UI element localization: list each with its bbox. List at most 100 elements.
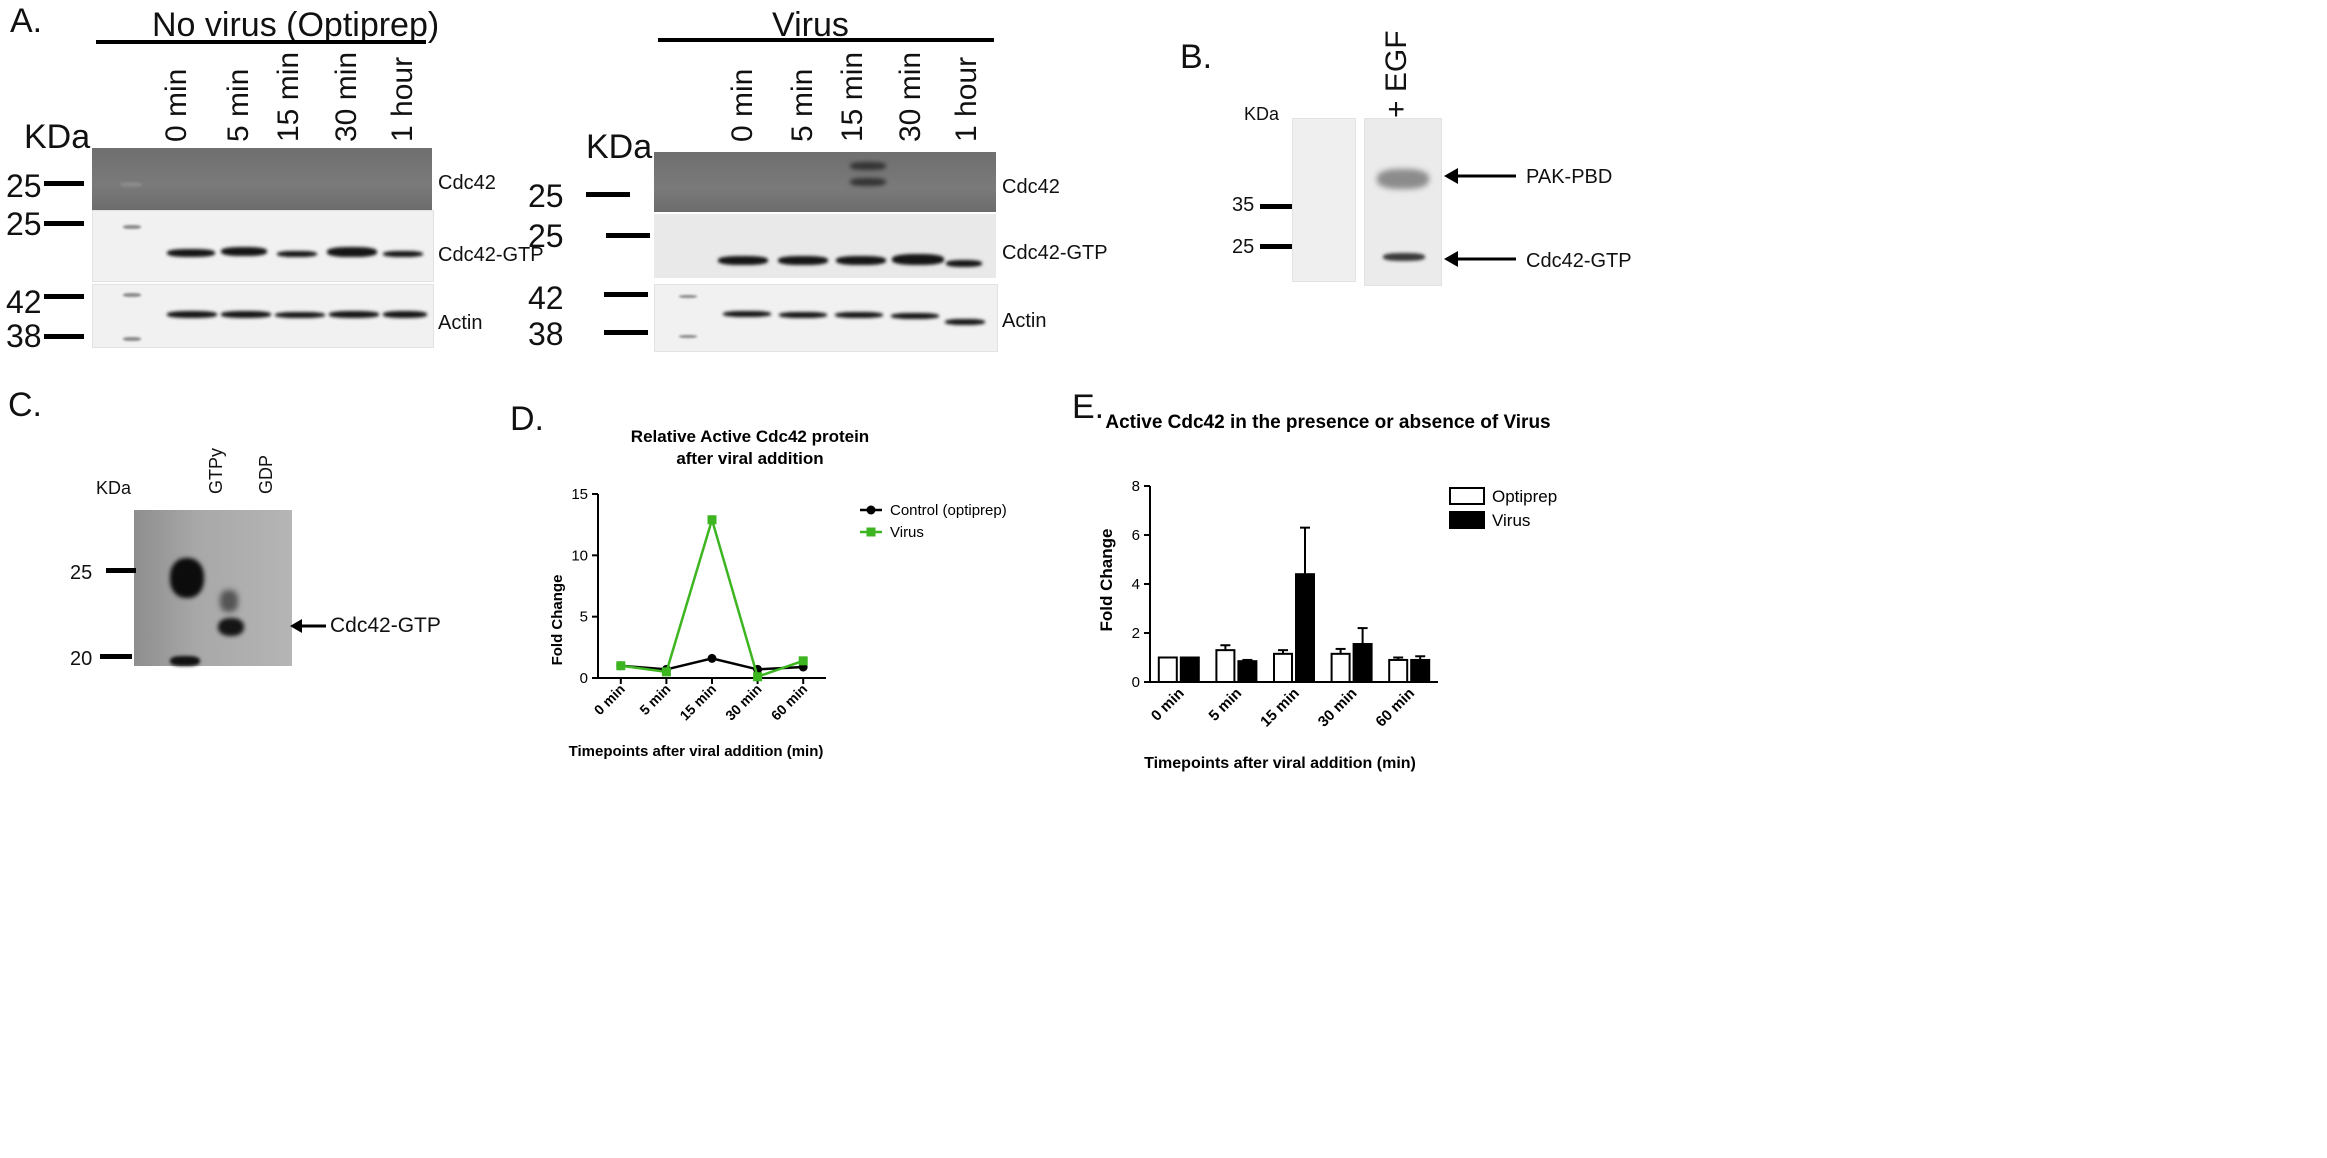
- x-tick-label: 15 min: [676, 681, 719, 724]
- band: [383, 311, 427, 318]
- band: [723, 311, 771, 317]
- band: [836, 256, 886, 265]
- y-tick-label: 4: [1132, 576, 1140, 593]
- bar: [1295, 573, 1315, 683]
- panel-a-right-gtp-blot: [654, 214, 996, 278]
- legend-swatch: [1449, 487, 1485, 505]
- marker-tick: [604, 292, 648, 297]
- band: [167, 311, 217, 318]
- panel-a-label: A.: [10, 2, 43, 40]
- lane-label: 15 min: [272, 51, 305, 142]
- panel-c-arrow: [290, 619, 326, 633]
- marker-tick: [100, 654, 132, 659]
- lane-label-gtpy: GTPy: [206, 447, 226, 494]
- band-cdc42-gtp: [1383, 253, 1425, 261]
- ladder-band: [120, 182, 142, 187]
- band: [275, 312, 325, 318]
- panel-d-label: D.: [510, 400, 544, 438]
- ladder-band: [123, 225, 141, 229]
- lane-label: 30 min: [330, 51, 363, 142]
- x-tick-label: 5 min: [636, 681, 673, 718]
- band-pak-pbd: [1377, 169, 1429, 189]
- band: [835, 312, 883, 318]
- panel-b-egf-lane: [1364, 118, 1442, 286]
- x-tick-label: 30 min: [1315, 685, 1361, 731]
- data-point: [707, 515, 717, 525]
- mw-marker: 25: [6, 168, 42, 204]
- panel-a-left-header-line: [96, 40, 426, 44]
- mw-marker: 35: [1232, 194, 1255, 216]
- data-point: [616, 661, 626, 671]
- legend-label: Control (optiprep): [890, 502, 1007, 519]
- marker-tick: [44, 181, 84, 186]
- data-point: [753, 672, 763, 682]
- y-tick-label: 10: [571, 547, 588, 564]
- y-axis-label: Fold Change: [1097, 529, 1116, 632]
- mw-marker: 25: [528, 218, 564, 254]
- x-tick-label: 0 min: [591, 681, 628, 718]
- arrow-head: [1444, 168, 1458, 184]
- lane-label: 0 min: [160, 68, 193, 142]
- mw-marker: 20: [70, 648, 93, 670]
- band: [850, 178, 886, 186]
- marker-tick: [606, 233, 650, 238]
- band: [167, 249, 215, 257]
- band: [850, 162, 886, 170]
- panel-a-left-actin-blot: [92, 284, 434, 348]
- band: [778, 256, 828, 265]
- mw-marker: 42: [6, 284, 42, 320]
- y-tick-label: 2: [1132, 625, 1140, 642]
- band-label-actin: Actin: [438, 312, 483, 334]
- mw-marker: 38: [528, 316, 564, 352]
- bar: [1273, 652, 1293, 684]
- band: [221, 311, 271, 318]
- y-tick-label: 5: [580, 609, 588, 626]
- band: [329, 311, 379, 318]
- y-tick-label: 6: [1132, 527, 1140, 544]
- band: [718, 256, 768, 265]
- band-label-cdc42: Cdc42: [1002, 176, 1060, 198]
- legend-marker: [866, 527, 876, 537]
- band-label-cdc42-gtp: Cdc42-GTP: [1002, 242, 1108, 264]
- x-axis-label: Timepoints after viral addition (min): [569, 743, 824, 760]
- lane-label: 0 min: [726, 68, 759, 142]
- bar: [1179, 656, 1200, 683]
- ladder-band: [123, 337, 141, 341]
- data-point: [798, 656, 808, 666]
- band: [945, 319, 985, 325]
- mw-marker: 25: [1232, 236, 1255, 258]
- lane-label: 30 min: [894, 51, 927, 142]
- series-line: [620, 515, 804, 679]
- lane-label-gdp: GDP: [256, 454, 276, 494]
- arrow-label-pak-pbd: PAK-PBD: [1526, 166, 1613, 188]
- bar: [1388, 658, 1409, 684]
- marker-tick: [1260, 204, 1292, 209]
- panel-a-left-gtp-blot: [92, 210, 434, 282]
- marker-tick: [604, 330, 648, 335]
- mw-marker: 42: [528, 280, 564, 316]
- x-tick-label: 5 min: [1205, 685, 1245, 725]
- data-point: [707, 653, 717, 663]
- panel-c-blot: [134, 510, 292, 666]
- arrow-head: [1444, 251, 1458, 267]
- x-tick-label: 15 min: [1257, 685, 1303, 731]
- y-tick-label: 8: [1132, 478, 1140, 495]
- panel-d-chart: Relative Active Cdc42 protein after vira…: [549, 427, 1007, 760]
- data-point: [661, 667, 671, 677]
- chart-title: after viral addition: [676, 449, 823, 468]
- panel-b-arrows: [1444, 168, 1516, 267]
- lane-label: 1 hour: [950, 56, 983, 142]
- panel-a-right-actin-blot: [654, 284, 998, 352]
- band: [779, 312, 827, 318]
- band: [277, 251, 317, 257]
- panel-b-kda: KDa: [1244, 104, 1280, 124]
- y-axis-label: Fold Change: [549, 575, 566, 666]
- panel-b-label: B.: [1180, 38, 1213, 76]
- band-label-cdc42: Cdc42: [438, 172, 496, 194]
- lane-label: 5 min: [222, 68, 255, 142]
- marker-tick: [106, 568, 136, 573]
- panel-a-left-cdc42-blot: [92, 148, 432, 210]
- bar: [1410, 658, 1431, 684]
- legend-swatch: [1449, 511, 1485, 529]
- panel-e-chart: Active Cdc42 in the presence or absence …: [1097, 412, 1557, 772]
